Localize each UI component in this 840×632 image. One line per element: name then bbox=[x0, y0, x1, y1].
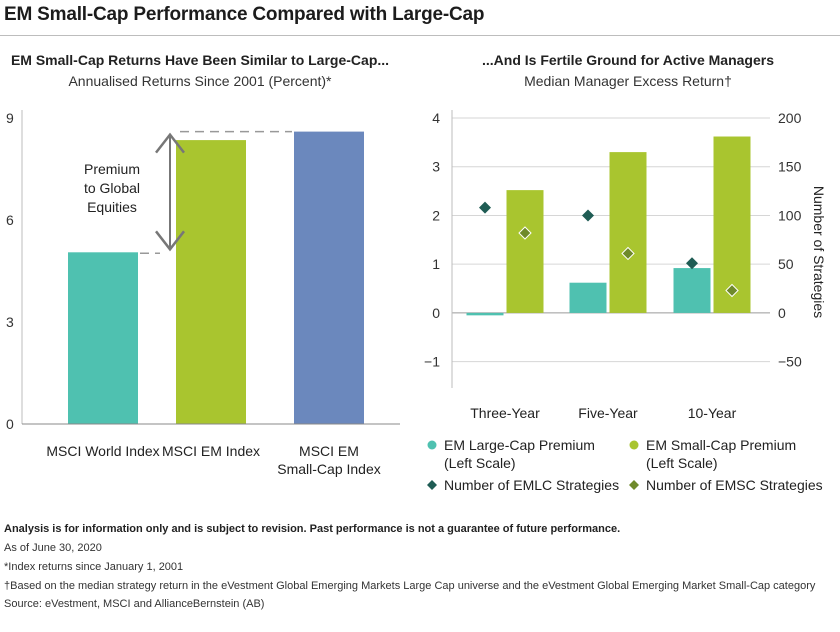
left-bar-1 bbox=[68, 252, 138, 424]
right-bar-series-1 bbox=[569, 282, 607, 313]
left-chart-title: EM Small-Cap Returns Have Been Similar t… bbox=[10, 52, 390, 68]
right-bar-series-1 bbox=[466, 312, 504, 316]
legend-swatch-2 bbox=[629, 440, 639, 450]
premium-arrow-head-down bbox=[155, 230, 185, 252]
premium-annotation: Premium to Global Equities bbox=[84, 161, 140, 215]
right-y-tick-label-left: 3 bbox=[432, 159, 440, 175]
right-diamond-series-1 bbox=[686, 257, 698, 270]
premium-arrow-head-up bbox=[155, 132, 185, 154]
left-y-tick-label: 9 bbox=[6, 110, 14, 126]
page-title: EM Small-Cap Performance Compared with L… bbox=[4, 4, 485, 25]
left-y-tick-label: 6 bbox=[6, 212, 14, 228]
legend-label-2: EM Small-Cap Premium (Left Scale) bbox=[646, 437, 796, 471]
left-category-label: MSCI EM Small-Cap Index bbox=[277, 443, 381, 477]
right-y-tick-label-left: 1 bbox=[432, 256, 440, 272]
right-y-tick-label-left: 0 bbox=[432, 305, 440, 321]
right-diamond-series-2 bbox=[621, 246, 635, 261]
legend-label-1: EM Large-Cap Premium (Left Scale) bbox=[444, 437, 595, 471]
right-bar-series-2 bbox=[609, 152, 647, 313]
left-bar-2 bbox=[176, 140, 246, 424]
right-category-label: 10-Year bbox=[688, 405, 737, 421]
right-y-tick-label-right: −50 bbox=[778, 354, 802, 370]
left-y-tick-label: 3 bbox=[6, 314, 14, 330]
left-category-label: MSCI EM Index bbox=[162, 443, 260, 459]
right-y-tick-label-right: 0 bbox=[778, 305, 786, 321]
footnote-index-returns: *Index returns since January 1, 2001 bbox=[4, 561, 184, 573]
legend-swatch-1 bbox=[427, 440, 437, 450]
as-of-date: As of June 30, 2020 bbox=[4, 542, 102, 554]
right-bar-series-1 bbox=[673, 268, 711, 313]
footnote-median-return: †Based on the median strategy return in … bbox=[4, 580, 816, 592]
right-axis-title: Number of Strategies bbox=[811, 186, 827, 318]
source-text: Source: eVestment, MSCI and AllianceBern… bbox=[4, 598, 265, 610]
right-diamond-series-1 bbox=[479, 201, 491, 214]
right-y-tick-label-left: 2 bbox=[432, 207, 440, 223]
left-chart-subtitle: Annualised Returns Since 2001 (Percent)* bbox=[68, 73, 332, 89]
legend-swatch-4 bbox=[629, 480, 639, 490]
title-divider bbox=[0, 35, 840, 36]
right-y-tick-label-right: 150 bbox=[778, 159, 802, 175]
legend-label-3: Number of EMLC Strategies bbox=[444, 477, 619, 493]
disclaimer-text: Analysis is for information only and is … bbox=[4, 523, 621, 535]
left-y-tick-label: 0 bbox=[6, 416, 14, 432]
right-bar-series-2 bbox=[506, 190, 544, 313]
right-y-tick-label-left: 4 bbox=[432, 110, 440, 126]
right-y-tick-label-right: 50 bbox=[778, 256, 794, 272]
right-category-label: Three-Year bbox=[470, 405, 540, 421]
charts-canvas: 0 3 6 9 MSCI World Index MSCI EM Index MSCI EM… bbox=[6, 110, 827, 493]
right-category-label: Five-Year bbox=[578, 405, 638, 421]
right-y-tick-label-right: 200 bbox=[778, 110, 802, 126]
right-diamond-series-1 bbox=[582, 209, 594, 222]
right-diamond-series-2 bbox=[518, 226, 532, 240]
left-category-label: MSCI World Index bbox=[46, 443, 159, 459]
right-y-tick-label-left: −1 bbox=[424, 354, 440, 370]
right-diamond-series-2 bbox=[725, 283, 739, 298]
left-bar-3 bbox=[294, 131, 364, 424]
right-y-tick-label-right: 100 bbox=[778, 207, 802, 223]
right-chart-subtitle: Median Manager Excess Return† bbox=[524, 73, 732, 89]
right-chart-title: ...And Is Fertile Ground for Active Mana… bbox=[482, 52, 774, 68]
right-bar-series-2 bbox=[713, 136, 751, 313]
footnotes: Analysis is for information only and is … bbox=[4, 520, 834, 614]
legend-swatch-3 bbox=[427, 480, 437, 490]
legend-label-4: Number of EMSC Strategies bbox=[646, 477, 823, 493]
